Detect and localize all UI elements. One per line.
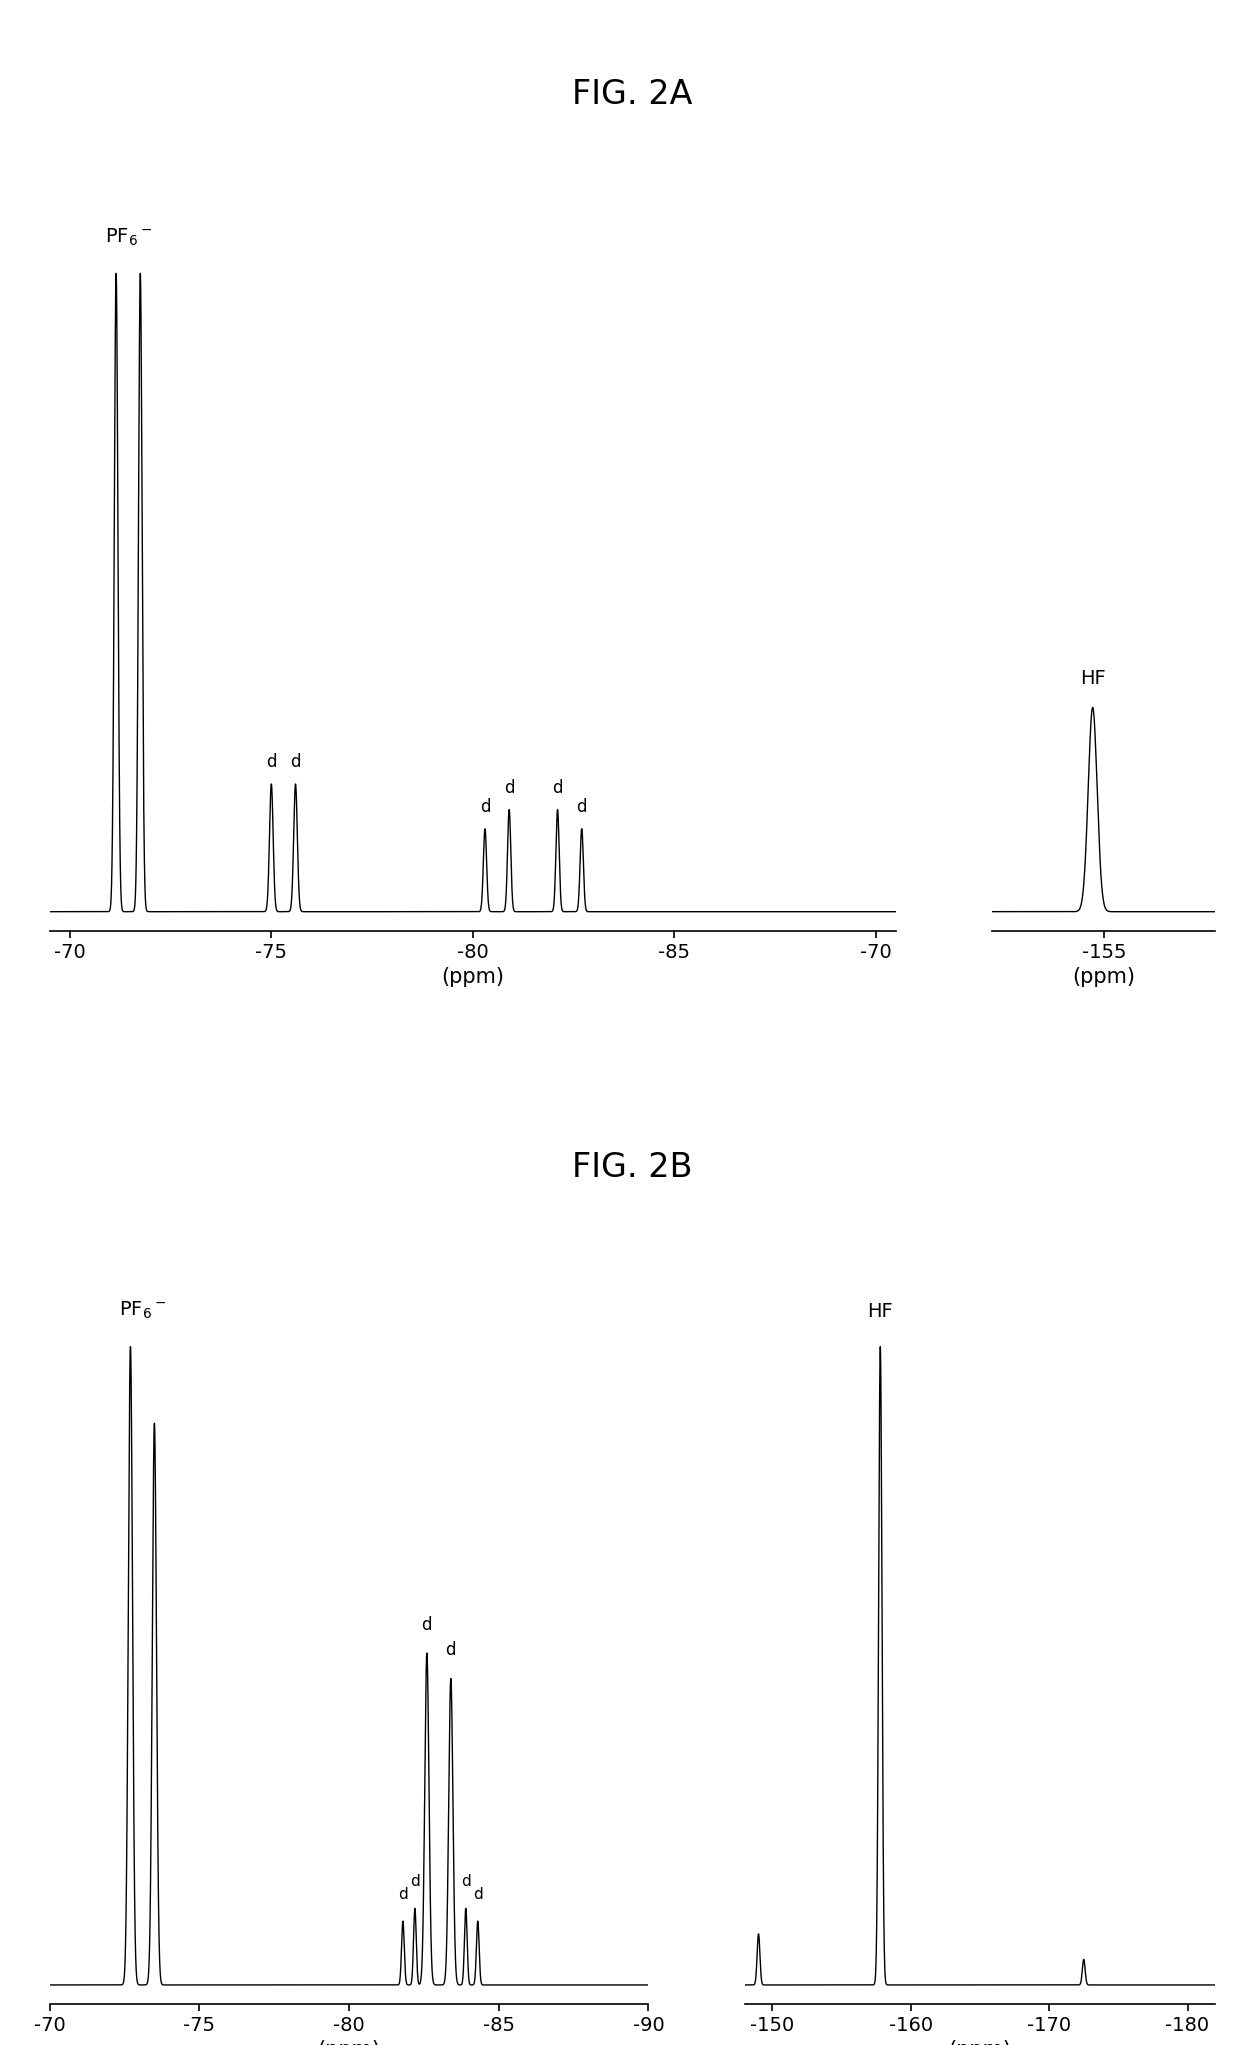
Text: HF: HF [1080, 669, 1106, 689]
X-axis label: (ppm): (ppm) [441, 967, 505, 988]
Text: FIG. 2B: FIG. 2B [572, 1151, 693, 1184]
Text: d: d [398, 1888, 408, 1902]
Text: FIG. 2A: FIG. 2A [572, 78, 693, 110]
Text: d: d [461, 1873, 471, 1890]
Text: d: d [472, 1888, 482, 1902]
X-axis label: (ppm): (ppm) [1073, 967, 1136, 988]
Text: d: d [410, 1873, 420, 1890]
Text: d: d [422, 1616, 432, 1634]
X-axis label: (ppm): (ppm) [317, 2041, 381, 2045]
Text: HF: HF [868, 1303, 893, 1321]
Text: d: d [290, 753, 301, 771]
Text: d: d [577, 798, 587, 816]
Text: PF$_6$$^-$: PF$_6$$^-$ [104, 227, 151, 247]
Text: d: d [267, 753, 277, 771]
Text: d: d [503, 779, 515, 798]
Text: d: d [552, 779, 563, 798]
Text: d: d [445, 1642, 456, 1658]
X-axis label: (ppm): (ppm) [949, 2041, 1012, 2045]
Text: PF$_6$$^-$: PF$_6$$^-$ [119, 1301, 166, 1321]
Text: d: d [480, 798, 490, 816]
